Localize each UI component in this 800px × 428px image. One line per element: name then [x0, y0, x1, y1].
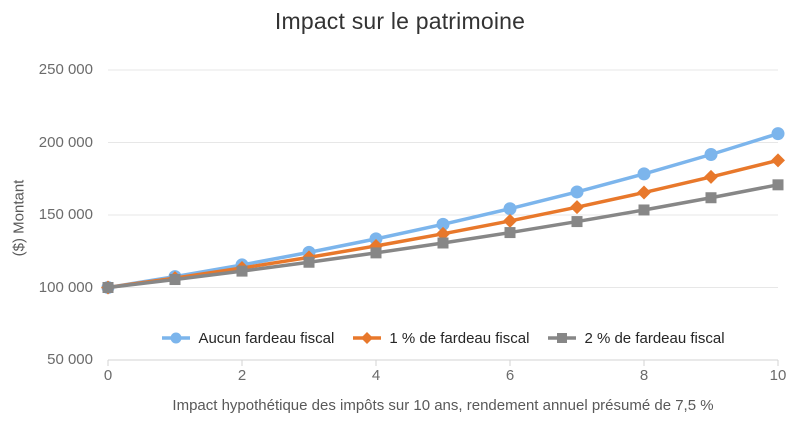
- x-tick-label: 2: [237, 367, 247, 384]
- x-axis-title: Impact hypothétique des impôts sur 10 an…: [172, 397, 714, 414]
- x-tick-label: 6: [505, 367, 515, 384]
- x-tick-label: 8: [639, 367, 649, 384]
- series-3-marker: [504, 227, 516, 239]
- series-3-marker: [370, 247, 382, 259]
- series-1-marker: [436, 217, 450, 231]
- y-tick-label: 200 000: [38, 133, 93, 151]
- legend-item-1[interactable]: Aucun fardeau fiscal: [161, 330, 334, 347]
- series-2-marker: [771, 153, 785, 168]
- series-2-marker: [503, 213, 517, 228]
- legend-label: 2 % de fardeau fiscal: [584, 329, 725, 347]
- legend-item-2[interactable]: 1 % de fardeau fiscal: [352, 330, 529, 347]
- series-3-marker: [705, 192, 717, 204]
- x-tick-label: 4: [371, 367, 381, 384]
- series-1-marker: [503, 202, 517, 216]
- series-line-1: [107, 131, 779, 290]
- series-3-marker: [303, 256, 315, 268]
- series-1-marker: [771, 127, 785, 141]
- series-1-marker: [570, 185, 584, 199]
- y-tick-label: 250 000: [38, 61, 93, 78]
- series-2-marker: [570, 200, 584, 215]
- series-3-marker: [772, 179, 784, 191]
- x-tick-label: 10: [769, 367, 787, 384]
- series-3-marker: [169, 274, 181, 286]
- legend-label: 1 % de fardeau fiscal: [389, 329, 530, 347]
- series-3-marker: [236, 265, 248, 277]
- series-3-marker: [571, 216, 583, 228]
- legend: Aucun fardeau fiscal 1 % de fardeau fisca…: [108, 327, 778, 349]
- series-1-marker: [704, 148, 718, 162]
- series-3-marker: [437, 237, 449, 249]
- y-tick-label: 50 000: [47, 351, 93, 368]
- chart-title: Impact sur le patrimoine: [274, 8, 526, 34]
- series-3-marker: [102, 282, 114, 293]
- circle-legend-marker-icon: [162, 332, 191, 344]
- series-2-marker: [436, 226, 450, 241]
- legend-item-3[interactable]: 2 % de fardeau fiscal: [547, 329, 725, 347]
- series-2-marker: [704, 169, 718, 184]
- series-2-marker: [637, 185, 651, 200]
- series-1-marker: [369, 232, 383, 246]
- diamond-legend-marker-icon: [353, 332, 382, 344]
- square-legend-marker-icon: [548, 333, 577, 343]
- series-3-marker: [638, 204, 650, 216]
- legend-label: Aucun fardeau fiscal: [198, 329, 335, 347]
- x-tick-label: 0: [103, 367, 113, 384]
- y-tick-label: 100 000: [38, 278, 93, 296]
- y-tick-label: 150 000: [38, 206, 93, 223]
- series-1-marker: [637, 167, 651, 181]
